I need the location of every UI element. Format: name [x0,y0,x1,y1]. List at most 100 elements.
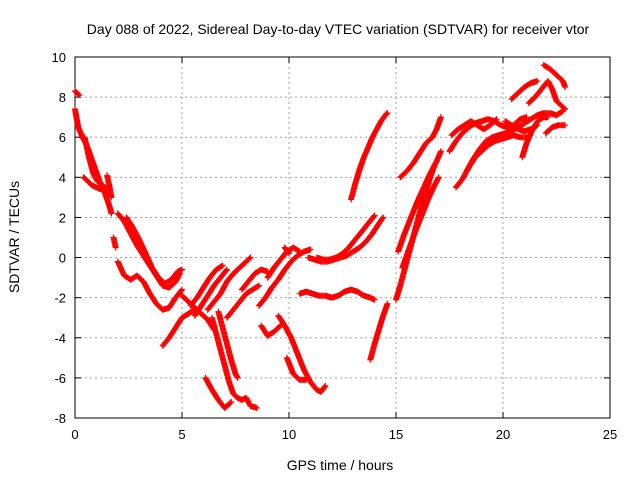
track-markers [256,246,314,309]
track-markers [258,322,284,339]
track-markers [123,214,185,287]
x-tick-label: 5 [178,427,185,442]
data-track-13 [204,254,254,313]
track-markers [209,314,260,411]
track-markers [110,234,119,251]
plot-frame [74,56,611,419]
data-track-21 [258,322,284,339]
track-markers [283,354,310,383]
track-markers [281,244,292,257]
track-markers [508,78,541,103]
track-markers [159,306,198,349]
data-track-42 [508,78,541,103]
data-track-5 [110,234,119,251]
data-track-32 [399,174,442,271]
track-markers [223,282,263,321]
data-track-35 [448,116,500,139]
data-track-27 [313,212,378,263]
track-markers [202,374,235,411]
track-markers [114,258,185,313]
x-tick-label: 0 [71,427,78,442]
data-track-19 [256,246,314,309]
data-track-37 [463,108,566,175]
x-tick-labels: 0 5 10 15 20 25 [71,427,617,442]
track-markers [72,106,115,217]
track-markers [519,114,551,161]
data-track-17 [223,282,263,321]
data-track-33 [397,114,444,181]
data-track-16 [215,308,241,381]
data-track-18 [238,266,271,293]
data-track-9 [159,306,198,349]
track-markers [367,300,391,363]
y-tick-label: -6 [54,371,66,386]
x-axis-label: GPS time / hours [287,457,394,473]
axis-ticks [74,56,611,419]
track-markers [191,266,230,319]
data-track-8 [114,258,185,313]
x-tick-label: 10 [282,427,296,442]
data-track-28 [348,110,391,203]
data-track-3 [80,174,104,193]
y-tick-labels: -8 -6 -4 -2 0 2 4 6 8 10 [52,50,66,426]
data-track-23 [283,354,310,383]
data-track-22 [275,312,329,395]
y-tick-label: 10 [52,50,66,65]
data-track-25 [296,286,378,303]
data-track-14 [209,314,260,411]
track-markers [452,132,530,191]
data-track-36 [452,132,530,191]
track-markers [397,114,444,181]
track-markers [104,172,115,201]
data-track-0 [72,88,83,99]
data-track-11 [187,262,226,309]
chart-title: Day 088 of 2022, Sidereal Day-to-day VTE… [87,21,590,37]
x-tick-label: 25 [603,427,617,442]
y-tick-label: 8 [59,90,66,105]
grid [75,57,610,418]
track-markers [275,312,329,395]
track-markers [463,108,566,175]
data-track-43 [540,62,569,91]
y-tick-label: 0 [59,251,66,266]
data-marks [72,62,569,411]
y-tick-label: 2 [59,210,66,225]
data-track-4 [104,172,115,201]
data-track-7 [123,214,185,287]
track-markers [542,122,569,137]
track-markers [525,78,569,113]
y-axis-label: SDTVAR / TECUs [6,181,22,293]
y-tick-label: -2 [54,291,66,306]
track-markers [395,148,444,255]
data-track-24 [281,244,292,257]
data-track-29 [367,300,391,363]
track-markers [72,88,83,99]
track-markers [348,110,391,203]
y-tick-label: -8 [54,411,66,426]
x-tick-label: 20 [496,427,510,442]
track-markers [187,262,226,309]
data-track-2 [81,134,111,193]
data-track-15 [202,374,235,411]
y-tick-label: -4 [54,331,66,346]
track-markers [448,116,500,139]
track-markers [313,212,378,263]
track-markers [215,308,241,381]
track-markers [81,134,111,193]
x-tick-label: 15 [389,427,403,442]
data-track-40 [525,78,569,113]
track-markers [80,174,104,193]
y-tick-label: 4 [59,170,66,185]
data-track-31 [395,148,444,255]
track-markers [399,174,442,271]
track-markers [204,254,254,313]
data-track-41 [542,122,569,137]
track-markers [540,62,569,91]
y-tick-label: 6 [59,130,66,145]
data-track-39 [519,114,551,161]
data-track-12 [191,266,230,319]
track-markers [296,286,378,303]
track-markers [238,266,271,293]
data-track-1 [72,106,115,217]
